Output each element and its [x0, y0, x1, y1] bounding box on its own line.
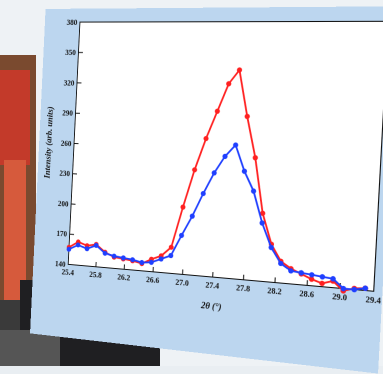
x-tick-label: 26.2	[117, 272, 130, 282]
y-tick-label: 230	[59, 169, 70, 179]
x-axis-title: 2θ (°)	[200, 300, 222, 313]
y-tick-label: 290	[62, 109, 73, 118]
chart: 25.425.826.226.627.027.427.828.228.629.0…	[30, 6, 383, 373]
chart-card: 25.425.826.226.627.027.427.828.228.629.0…	[30, 6, 383, 373]
y-tick-label: 200	[58, 199, 69, 209]
x-tick-label: 25.8	[89, 270, 102, 280]
x-tick-label: 29.0	[332, 291, 348, 302]
y-tick-label: 350	[65, 48, 76, 57]
y-tick-label: 170	[56, 229, 67, 239]
y-tick-label: 380	[67, 18, 78, 27]
x-tick-label: 27.8	[236, 283, 251, 294]
y-tick-label: 260	[61, 139, 72, 148]
x-tick-label: 28.2	[267, 286, 282, 297]
x-tick-label: 28.6	[299, 289, 314, 300]
x-tick-label: 27.0	[175, 277, 189, 288]
y-tick-label: 320	[64, 78, 75, 87]
x-tick-label: 27.4	[205, 280, 219, 291]
y-tick-label: 140	[55, 259, 66, 269]
x-tick-label: 29.4	[365, 294, 381, 305]
x-tick-label: 26.6	[146, 275, 160, 285]
